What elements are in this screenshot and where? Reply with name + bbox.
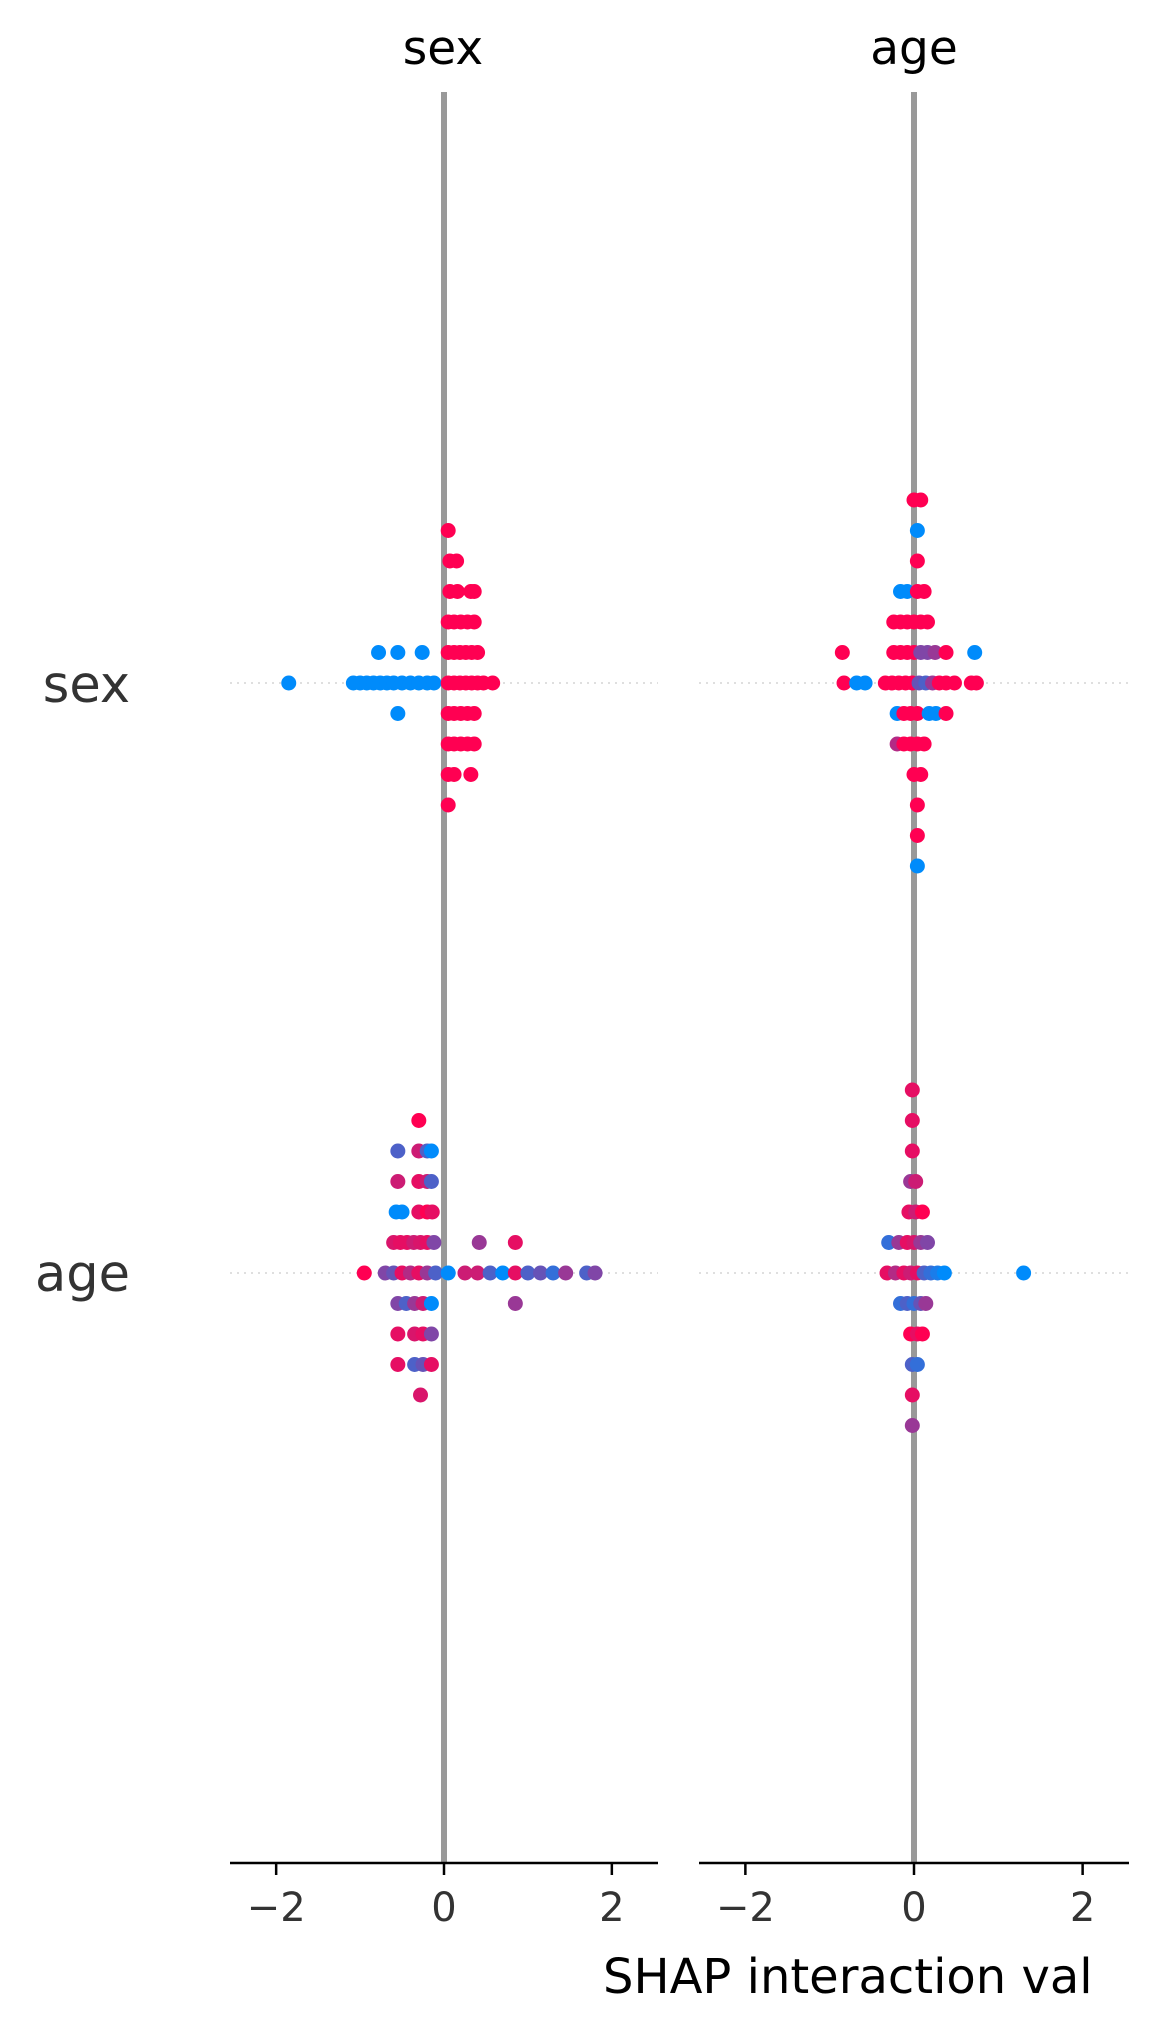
x-tick-label-sex: 0: [431, 1885, 456, 1931]
point-sex-sex: [466, 736, 482, 752]
point-sex-age: [916, 584, 932, 599]
point-sex-age: [916, 736, 932, 752]
point-age-age: [904, 1113, 920, 1128]
point-sex-age: [913, 492, 929, 508]
point-age-sex: [394, 1204, 410, 1220]
point-age-sex: [423, 1296, 439, 1311]
point-sex-age: [938, 706, 954, 721]
point-sex-sex: [449, 584, 465, 599]
point-age-sex: [428, 1265, 444, 1281]
point-age-sex: [390, 1326, 406, 1342]
point-sex-age: [836, 675, 852, 691]
point-age-age: [909, 1357, 925, 1372]
point-age-sex: [390, 1143, 406, 1159]
point-age-age: [904, 1143, 920, 1159]
point-sex-sex: [463, 767, 479, 782]
point-sex-sex: [371, 645, 387, 660]
column-title-age: age: [870, 21, 958, 76]
point-age-sex: [426, 1235, 442, 1250]
point-sex-sex: [281, 675, 297, 691]
x-tick-label-age: 2: [1070, 1885, 1095, 1931]
point-age-sex: [457, 1265, 473, 1281]
point-sex-sex: [414, 645, 430, 660]
point-age-sex: [470, 1265, 486, 1281]
point-sex-sex: [466, 584, 482, 599]
point-sex-age: [967, 645, 983, 660]
point-age-sex: [423, 1357, 439, 1372]
row-label-age: age: [35, 1245, 130, 1304]
point-sex-sex: [446, 767, 462, 782]
zero-lines: [441, 92, 917, 1863]
point-sex-sex: [485, 675, 501, 691]
column-title-sex: sex: [403, 21, 483, 76]
x-tick-label-sex: 2: [599, 1885, 624, 1931]
point-sex-sex: [470, 645, 486, 660]
point-age-age: [904, 1082, 920, 1098]
point-sex-sex: [426, 675, 442, 691]
point-sex-age: [909, 797, 925, 813]
point-age-sex: [495, 1265, 511, 1281]
point-sex-sex: [440, 797, 456, 813]
x-axes: −2 0 2 −2 0 2: [230, 1861, 1129, 1931]
point-age-sex: [423, 1143, 439, 1159]
point-sex-age: [857, 675, 873, 691]
point-age-age: [904, 1387, 920, 1403]
data-points: [281, 492, 1032, 1433]
point-age-sex: [411, 1113, 427, 1128]
point-sex-sex: [449, 553, 465, 569]
point-sex-age: [919, 614, 935, 630]
point-sex-age: [913, 767, 929, 782]
point-sex-sex: [390, 706, 406, 721]
point-age-sex: [587, 1265, 603, 1281]
point-age-sex: [424, 1204, 440, 1220]
point-age-sex: [520, 1265, 536, 1281]
point-age-age: [919, 1235, 935, 1250]
point-age-age: [914, 1204, 930, 1220]
point-age-sex: [440, 1265, 456, 1281]
point-age-sex: [545, 1265, 561, 1281]
point-sex-age: [938, 645, 954, 660]
point-age-age: [1016, 1265, 1032, 1281]
point-age-age: [908, 1174, 924, 1189]
row-label-sex: sex: [43, 656, 130, 715]
point-sex-age: [909, 858, 925, 874]
point-age-sex: [558, 1265, 574, 1281]
point-sex-age: [909, 553, 925, 569]
point-age-sex: [507, 1296, 523, 1311]
point-age-sex: [533, 1265, 549, 1281]
point-age-sex: [423, 1174, 439, 1189]
point-age-age: [918, 1296, 934, 1311]
point-sex-age: [834, 645, 850, 660]
x-tick-label-age: 0: [901, 1885, 926, 1931]
point-age-sex: [423, 1326, 439, 1342]
point-sex-age: [909, 706, 925, 721]
point-sex-sex: [440, 523, 456, 538]
x-axis-label: SHAP interaction val: [603, 1949, 1093, 2005]
point-sex-age: [909, 523, 925, 538]
point-age-sex: [356, 1265, 372, 1281]
row-guide-lines: [230, 682, 1129, 1274]
point-sex-age: [946, 675, 962, 691]
point-sex-age: [968, 675, 984, 691]
point-age-sex: [413, 1387, 429, 1403]
point-age-sex: [390, 1357, 406, 1372]
point-age-sex: [390, 1174, 406, 1189]
point-sex-sex: [466, 706, 482, 721]
point-age-sex: [482, 1265, 498, 1281]
point-age-sex: [507, 1235, 523, 1250]
point-age-age: [914, 1326, 930, 1342]
point-age-sex: [471, 1235, 487, 1250]
point-sex-age: [927, 645, 943, 660]
point-age-sex: [507, 1265, 523, 1281]
point-sex-age: [909, 828, 925, 843]
point-sex-sex: [466, 614, 482, 630]
x-tick-label-sex: −2: [247, 1885, 306, 1931]
point-sex-sex: [390, 645, 406, 660]
x-tick-label-age: −2: [716, 1885, 775, 1931]
point-age-age: [936, 1265, 952, 1281]
point-age-age: [904, 1418, 920, 1433]
